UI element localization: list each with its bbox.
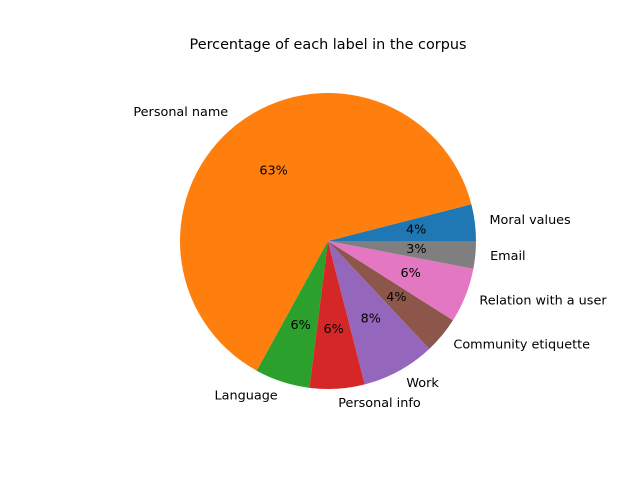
slice-label-language: Language: [215, 388, 278, 403]
pct-label-moral-values: 4%: [406, 222, 426, 237]
pct-label-community-etiquette: 4%: [386, 290, 406, 305]
slice-labels: Moral values Personal name Language Persona…: [133, 105, 607, 411]
pct-label-email: 3%: [406, 242, 426, 257]
slice-language: [256, 241, 328, 388]
pie-slices: [179, 92, 477, 389]
slice-personal-info: [309, 241, 365, 389]
slice-work: [328, 241, 430, 385]
chart-title: Percentage of each label in the corpus: [190, 37, 467, 53]
slice-label-personal-name: Personal name: [133, 105, 228, 120]
slice-label-relation-with-a-user: Relation with a user: [479, 293, 607, 308]
pct-label-language: 6%: [290, 318, 310, 333]
slice-community-etiquette: [328, 241, 453, 349]
percentage-labels: 4% 63% 6% 6% 8% 4% 6% 3%: [259, 163, 426, 337]
pct-label-relation-with-a-user: 6%: [400, 266, 420, 281]
pct-label-work: 8%: [361, 311, 381, 326]
slice-relation-with-a-user: [328, 241, 474, 321]
slice-label-email: Email: [490, 249, 526, 264]
pct-label-personal-name: 63%: [259, 163, 287, 178]
slice-email: [328, 241, 476, 269]
slice-personal-name: [179, 92, 472, 371]
slice-label-work: Work: [406, 376, 439, 391]
slice-label-community-etiquette: Community etiquette: [453, 337, 590, 352]
pct-label-personal-info: 6%: [323, 322, 343, 337]
slice-label-moral-values: Moral values: [490, 213, 572, 228]
slice-label-personal-info: Personal info: [338, 396, 421, 411]
slice-moral-values: [328, 204, 477, 241]
